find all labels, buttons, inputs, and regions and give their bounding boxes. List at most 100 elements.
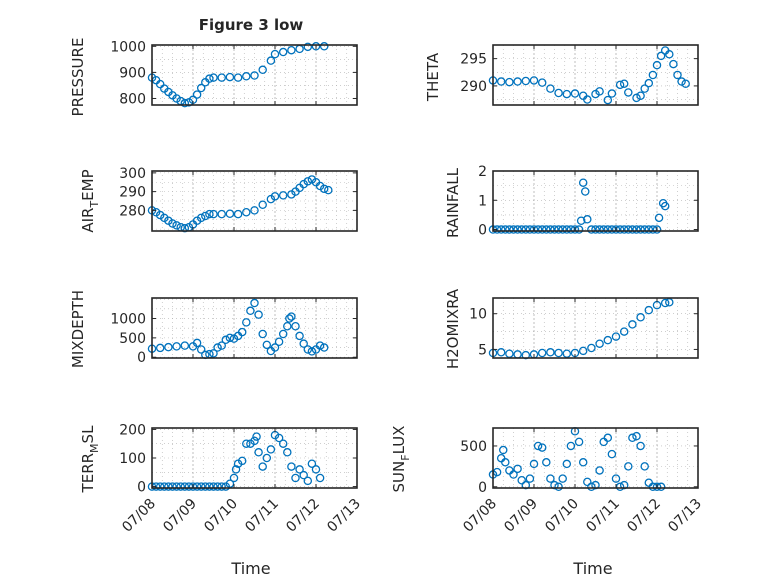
- data-point: [521, 225, 531, 234]
- data-point: [155, 482, 165, 491]
- data-point: [254, 310, 263, 319]
- data-point: [652, 60, 662, 70]
- data-point: [164, 482, 173, 491]
- data-point: [250, 298, 259, 308]
- data-point: [636, 313, 645, 322]
- data-point: [237, 456, 247, 466]
- data-point: [554, 348, 563, 358]
- data-point: [562, 89, 572, 99]
- data-point: [505, 225, 514, 234]
- data-point: [180, 98, 190, 108]
- data-point: [242, 207, 251, 217]
- data-point: [583, 95, 592, 104]
- data-point: [628, 225, 637, 234]
- data-point: [291, 473, 300, 483]
- data-point: [258, 329, 267, 339]
- data-point: [525, 474, 535, 483]
- data-point: [285, 314, 294, 323]
- data-point: [303, 345, 313, 354]
- y-tick-label: 2: [478, 164, 487, 180]
- data-point: [581, 187, 590, 196]
- data-point: [628, 320, 637, 329]
- data-point: [299, 339, 308, 348]
- ylabel-pressure: PRESSURE: [69, 38, 87, 117]
- data-point: [656, 51, 666, 61]
- data-point: [654, 213, 664, 223]
- data-point: [644, 305, 654, 315]
- data-point: [496, 348, 506, 357]
- data-point: [587, 225, 596, 234]
- data-point: [266, 56, 276, 65]
- data-point: [533, 441, 543, 451]
- data-point: [611, 474, 621, 483]
- data-point: [624, 225, 633, 234]
- data-point: [570, 89, 580, 98]
- data-point: [283, 448, 292, 457]
- data-point: [299, 470, 308, 480]
- data-point: [254, 448, 263, 457]
- data-point: [205, 209, 214, 219]
- data-point: [303, 42, 313, 52]
- data-point: [242, 318, 251, 327]
- data-point: [665, 50, 674, 59]
- data-point: [172, 342, 181, 351]
- data-point: [619, 327, 629, 336]
- data-point: [242, 439, 251, 448]
- panels: 8009001000290295280290300012050010005100…: [110, 39, 705, 535]
- data-point: [278, 439, 288, 448]
- data-point: [640, 225, 649, 234]
- data-point: [270, 343, 280, 352]
- axes-box: [492, 44, 699, 106]
- data-point: [278, 47, 288, 57]
- data-point: [237, 327, 247, 337]
- data-point: [595, 225, 604, 234]
- y-tick-label: 200: [119, 422, 146, 438]
- data-point: [632, 431, 641, 441]
- data-point: [619, 79, 629, 88]
- data-point: [599, 225, 608, 234]
- x-axis-label-left: Time: [230, 559, 270, 578]
- data-point: [168, 482, 177, 491]
- data-point: [209, 209, 218, 219]
- data-point: [496, 77, 506, 86]
- y-tick-label: 290: [460, 79, 487, 95]
- data-point: [287, 462, 296, 471]
- data-point: [155, 343, 165, 353]
- axes-box: [151, 297, 358, 359]
- data-point: [554, 88, 563, 98]
- axes-box: [151, 170, 358, 232]
- data-point: [542, 458, 551, 467]
- data-point: [184, 482, 194, 491]
- data-point: [603, 433, 613, 443]
- data-point: [295, 331, 304, 341]
- data-point: [521, 76, 531, 86]
- data-point: [570, 225, 580, 234]
- data-point: [176, 482, 185, 491]
- data-point: [307, 459, 317, 468]
- data-point: [562, 459, 572, 469]
- data-point: [632, 93, 641, 103]
- data-point: [640, 84, 649, 93]
- data-point: [546, 348, 555, 357]
- data-point: [615, 80, 625, 90]
- ylabel-rainfall: RAINFALL: [444, 167, 462, 238]
- data-point: [574, 437, 584, 447]
- data-point: [258, 65, 267, 75]
- data-point: [233, 73, 243, 82]
- data-point: [611, 225, 621, 234]
- data-point: [233, 209, 243, 219]
- data-point: [529, 76, 539, 85]
- data-point: [221, 335, 231, 345]
- x-axis-label-right: Time: [572, 559, 612, 578]
- plot-area: [152, 45, 357, 105]
- data-point: [274, 433, 284, 443]
- data-point: [603, 225, 613, 234]
- data-point: [652, 482, 662, 492]
- data-point: [274, 337, 284, 346]
- y-tick-label: 300: [119, 166, 146, 182]
- data-point: [628, 433, 637, 443]
- y-tick-label: 0: [137, 480, 146, 496]
- data-point: [315, 473, 325, 483]
